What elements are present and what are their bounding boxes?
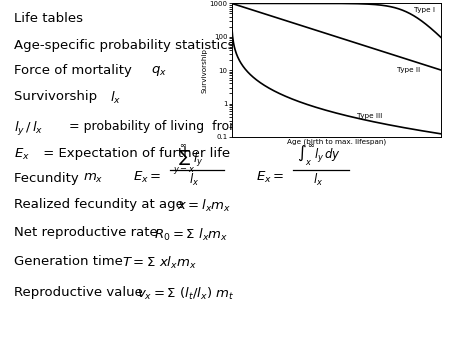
Text: $T = \Sigma\ xl_x m_x$: $T = \Sigma\ xl_x m_x$ xyxy=(122,255,197,271)
Y-axis label: Survivorship: Survivorship xyxy=(202,48,207,93)
Text: Reproductive value: Reproductive value xyxy=(14,286,151,298)
Text: $\sum_{y=x}^{\infty} l_y$: $\sum_{y=x}^{\infty} l_y$ xyxy=(173,143,203,177)
Text: $v_x = \Sigma\ (l_t / l_x)\ m_t$: $v_x = \Sigma\ (l_t / l_x)\ m_t$ xyxy=(137,286,235,302)
Text: Type I: Type I xyxy=(414,7,435,14)
Text: $l_x$: $l_x$ xyxy=(110,90,122,106)
Text: Generation time: Generation time xyxy=(14,255,126,268)
Text: Survivorship: Survivorship xyxy=(14,90,101,102)
X-axis label: Age (birth to max. lifespan): Age (birth to max. lifespan) xyxy=(287,139,386,145)
Text: $R_0 = \Sigma\ l_x m_x$: $R_0 = \Sigma\ l_x m_x$ xyxy=(154,226,229,243)
Text: Fecundity: Fecundity xyxy=(14,172,82,185)
Text: $E_x =$: $E_x =$ xyxy=(133,170,161,185)
Text: = Expectation of further life: = Expectation of further life xyxy=(39,147,230,160)
Text: $m_x$: $m_x$ xyxy=(83,172,104,186)
Text: $l_y\, /\, l_x$: $l_y\, /\, l_x$ xyxy=(14,120,43,138)
Text: $E_x$: $E_x$ xyxy=(14,147,29,162)
Text: Life tables: Life tables xyxy=(14,12,82,25)
Text: Net reproductive rate: Net reproductive rate xyxy=(14,226,162,239)
Text: $x = l_x m_x$: $x = l_x m_x$ xyxy=(177,198,231,214)
Text: Type III: Type III xyxy=(357,113,382,119)
Text: = probability of living  from age x to age y: = probability of living from age x to ag… xyxy=(65,120,336,133)
Text: Realized fecundity at age: Realized fecundity at age xyxy=(14,198,188,211)
Text: $l_x$: $l_x$ xyxy=(313,172,323,189)
Text: $q_x$: $q_x$ xyxy=(151,64,166,78)
Text: Age-specific probability statistics: Age-specific probability statistics xyxy=(14,39,234,52)
Text: $\int_{x}^{\infty} l_y\, dy$: $\int_{x}^{\infty} l_y\, dy$ xyxy=(297,143,341,168)
Text: Type II: Type II xyxy=(397,68,420,73)
Text: $l_x$: $l_x$ xyxy=(189,172,199,189)
Text: Force of mortality: Force of mortality xyxy=(14,64,135,77)
Text: $E_x =$: $E_x =$ xyxy=(256,170,285,185)
